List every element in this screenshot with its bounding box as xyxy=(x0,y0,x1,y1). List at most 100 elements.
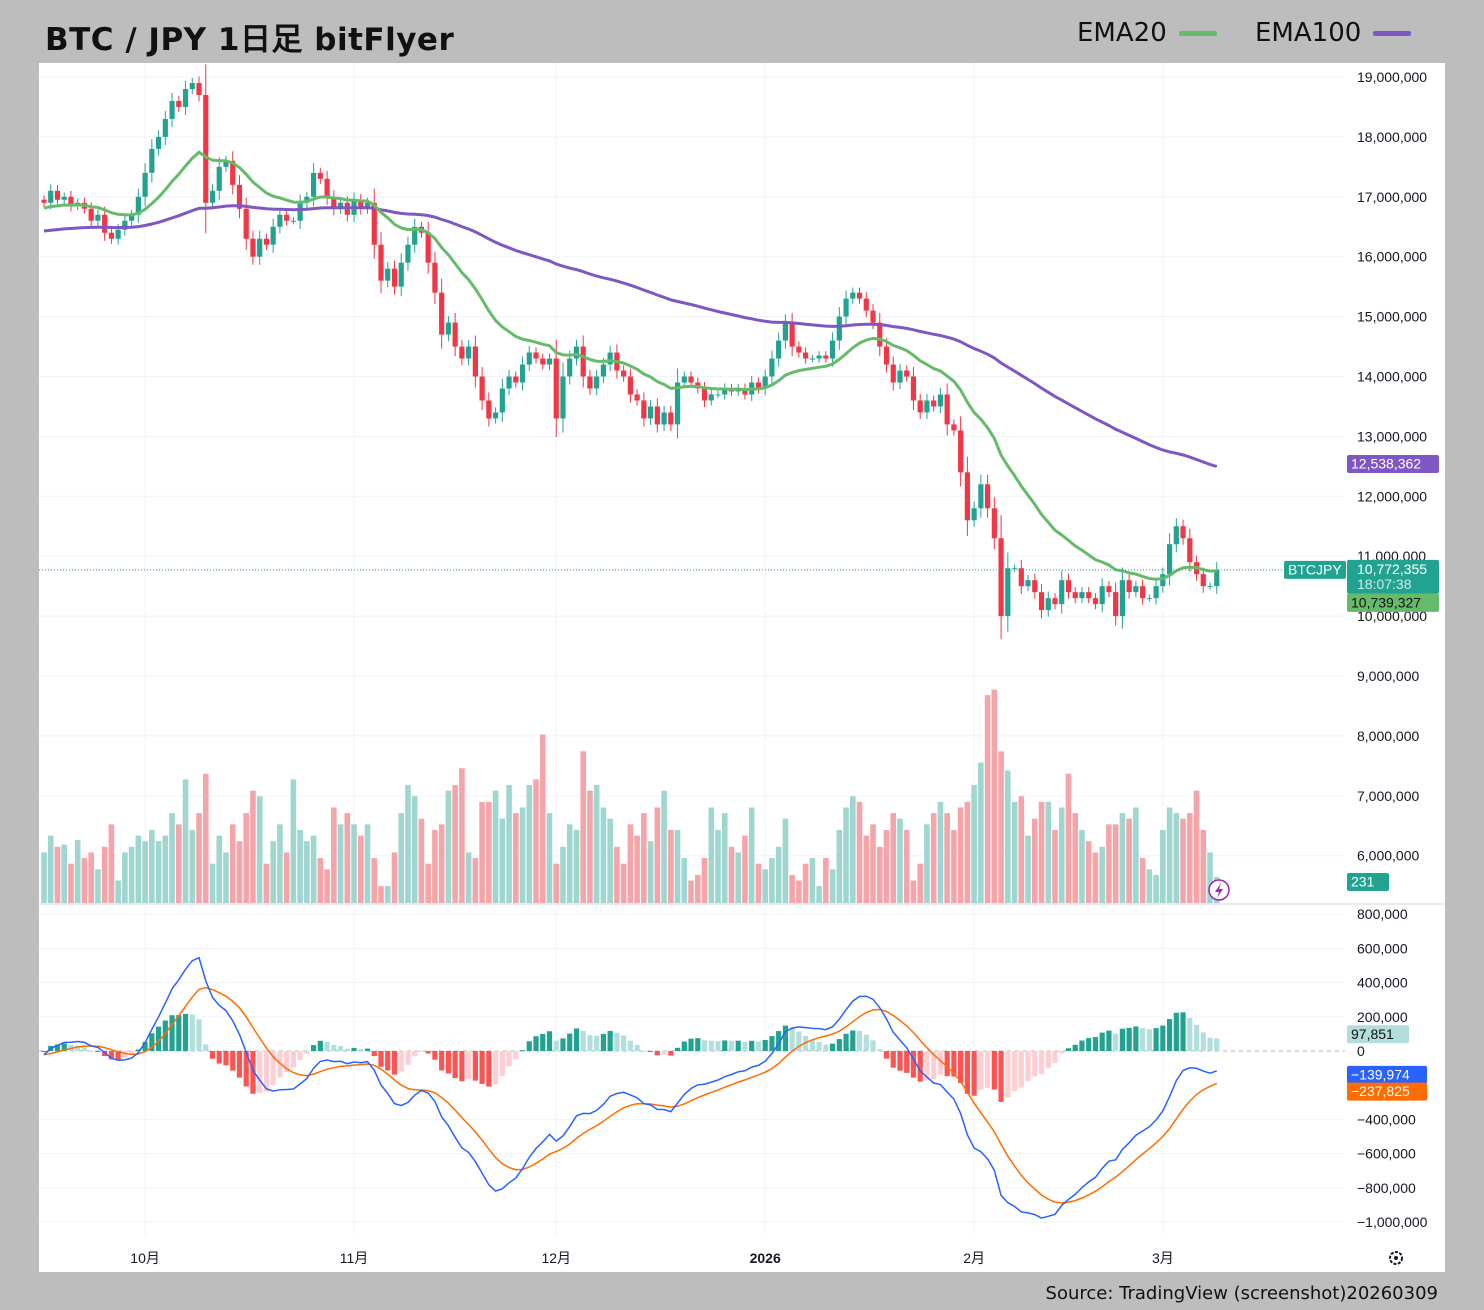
volume-bar xyxy=(694,874,701,903)
signal-line xyxy=(43,986,1218,1204)
candle-body xyxy=(803,352,809,359)
macd-histogram-bar xyxy=(594,1035,600,1051)
candle-body xyxy=(149,148,155,173)
volume-bar xyxy=(546,813,553,903)
macd-histogram-bar xyxy=(412,1051,418,1057)
volume-bar xyxy=(971,785,977,903)
macd-histogram-bar xyxy=(951,1051,957,1077)
volume-bar xyxy=(513,813,519,903)
volume-bar xyxy=(459,768,465,903)
volume-bar xyxy=(432,829,438,903)
candle-body xyxy=(964,472,970,521)
volume-bar xyxy=(721,813,728,903)
volume-bar xyxy=(924,824,930,903)
candle-body xyxy=(904,370,910,377)
macd-histogram-bar xyxy=(182,1013,189,1051)
macd-histogram-bar xyxy=(203,1044,209,1051)
price-tick-label: 9,000,000 xyxy=(1357,668,1419,684)
macd-histogram-bar xyxy=(796,1031,802,1051)
time-tick-label: 3月 xyxy=(1152,1250,1174,1266)
macd-histogram-bar xyxy=(270,1051,276,1086)
candle-body xyxy=(762,376,768,389)
time-tick-label: 2026 xyxy=(750,1250,781,1266)
volume-bar xyxy=(539,734,546,903)
candle-body xyxy=(796,346,802,353)
macd-histogram-bar xyxy=(459,1051,465,1082)
candle-body xyxy=(391,268,398,287)
volume-bar xyxy=(897,818,903,903)
candle-body xyxy=(755,382,762,389)
macd-histogram-bar xyxy=(1079,1040,1085,1051)
volume-bar xyxy=(371,858,378,903)
price-tick-label: 10,000,000 xyxy=(1357,608,1427,624)
signal-tag-bg xyxy=(1347,1082,1427,1101)
candle-body xyxy=(1166,544,1173,575)
candle-body xyxy=(466,346,472,359)
candle-body xyxy=(88,208,94,221)
candle-body xyxy=(290,220,296,222)
volume-bar xyxy=(863,835,870,903)
candle-body xyxy=(61,196,67,200)
settings-gear-icon-center xyxy=(1394,1256,1398,1260)
volume-bar xyxy=(155,841,162,903)
macd-histogram-bar xyxy=(88,1050,94,1052)
candle-body xyxy=(594,376,600,389)
macd-tag: −139,974 xyxy=(1351,1066,1410,1082)
macd-histogram-bar xyxy=(937,1051,944,1075)
candle-body xyxy=(587,376,593,389)
settings-gear-icon[interactable] xyxy=(1389,1251,1403,1265)
macd-histogram-bar xyxy=(580,1031,586,1051)
chart-panel[interactable]: 19,000,000 18,000,000 17,000,000 16,000,000… xyxy=(39,63,1445,1272)
macd-tick-label: 600,000 xyxy=(1357,940,1408,956)
macd-tick-label: 200,000 xyxy=(1357,1009,1408,1025)
macd-histogram-bar xyxy=(290,1051,296,1068)
macd-histogram-bar xyxy=(897,1051,903,1071)
candle-body xyxy=(1045,598,1051,611)
signal-tag: −237,825 xyxy=(1351,1083,1410,1099)
candle-body xyxy=(850,292,856,299)
macd-histogram-bar xyxy=(506,1051,512,1067)
candle-body xyxy=(129,214,135,221)
volume-bar xyxy=(162,835,169,903)
macd-histogram-bar xyxy=(492,1051,499,1085)
candle-body xyxy=(681,376,687,383)
candle-body xyxy=(1086,592,1092,599)
macd-histogram-bar xyxy=(1187,1017,1193,1051)
candle-body xyxy=(324,178,330,197)
macd-histogram-bar xyxy=(1166,1019,1173,1051)
volume-bar xyxy=(903,829,910,903)
histogram-tag-bg xyxy=(1347,1025,1409,1044)
volume-bar xyxy=(674,829,681,903)
volume-bar xyxy=(88,852,94,903)
time-tick-label: 11月 xyxy=(340,1250,369,1266)
volume-bar xyxy=(418,818,425,903)
macd-histogram-bar xyxy=(1092,1037,1099,1051)
volume-bar xyxy=(492,790,499,903)
macd-histogram-bar xyxy=(466,1051,472,1079)
volume-bar xyxy=(223,852,229,903)
lightning-icon-glyph xyxy=(1215,883,1223,898)
candle-body xyxy=(155,136,162,149)
volume-bar xyxy=(398,813,405,903)
chart-svg[interactable]: 19,000,000 18,000,000 17,000,000 16,000,000… xyxy=(39,63,1445,1272)
macd-histogram-bar xyxy=(155,1026,162,1051)
price-tick-label: 13,000,000 xyxy=(1357,428,1427,444)
candle-body xyxy=(607,352,613,365)
macd-histogram-bar xyxy=(850,1030,856,1051)
volume-bar xyxy=(384,886,391,903)
macd-histogram-bar xyxy=(870,1040,876,1051)
macd-histogram-bar xyxy=(1133,1026,1139,1051)
volume-bar xyxy=(607,818,613,903)
candle-body xyxy=(951,424,957,431)
macd-histogram-bar xyxy=(836,1039,842,1051)
macd-histogram-bar xyxy=(1207,1037,1213,1051)
macd-histogram-bar xyxy=(877,1049,883,1051)
candle-body xyxy=(425,232,431,263)
macd-tick-label: −1,000,000 xyxy=(1357,1214,1428,1230)
ema100-tag-bg xyxy=(1347,455,1439,474)
price-tick-label: 17,000,000 xyxy=(1357,189,1427,205)
macd-histogram-bar xyxy=(567,1033,573,1051)
volume-bar xyxy=(169,813,175,903)
macd-histogram-bar xyxy=(122,1051,128,1058)
volume-bar xyxy=(1058,807,1065,903)
